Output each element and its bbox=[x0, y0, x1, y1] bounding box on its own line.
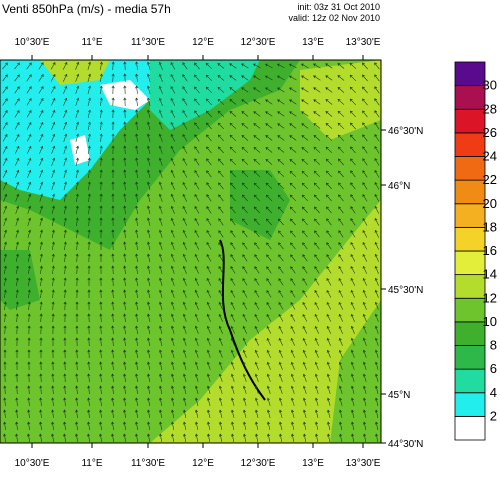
colorbar-swatch bbox=[454, 203, 486, 228]
colorbar-label: 26 bbox=[483, 125, 497, 140]
colorbar-label: 30 bbox=[483, 78, 497, 93]
colorbar-swatch bbox=[454, 85, 486, 110]
map-fields bbox=[0, 60, 381, 443]
colorbar-swatch bbox=[454, 321, 486, 346]
lon-label-top: 13°30'E bbox=[346, 37, 381, 48]
init-time: init: 03z 31 Oct 2010 bbox=[297, 2, 380, 12]
colorbar-swatch bbox=[454, 250, 486, 276]
colorbar-swatch bbox=[454, 61, 486, 87]
wind-arrows bbox=[2, 61, 380, 442]
lon-label-bottom: 10°30'E bbox=[15, 458, 50, 469]
lon-label-top: 13°E bbox=[302, 37, 324, 48]
lon-label-top: 11°E bbox=[81, 37, 102, 48]
lon-label-top: 11°30'E bbox=[131, 37, 165, 48]
colorbar-label: 8 bbox=[490, 338, 497, 353]
lon-label-bottom: 13°E bbox=[302, 458, 324, 469]
colorbar-swatch bbox=[454, 392, 486, 417]
lon-label-top: 12°E bbox=[192, 37, 214, 48]
lat-label: 46°30'N bbox=[388, 126, 423, 137]
colorbar-swatch bbox=[454, 297, 486, 323]
lon-label-top: 12°30'E bbox=[241, 37, 276, 48]
colorbar-label: 4 bbox=[490, 385, 497, 400]
colorbar-label: 22 bbox=[483, 172, 497, 187]
colorbar-label: 24 bbox=[483, 149, 497, 164]
colorbar-swatch bbox=[454, 345, 486, 370]
colorbar-label: 18 bbox=[483, 219, 497, 234]
colorbar-label: 20 bbox=[483, 196, 497, 211]
colorbar-swatch bbox=[454, 274, 486, 299]
colorbar-swatch bbox=[454, 108, 486, 134]
lon-label-top: 10°30'E bbox=[15, 37, 50, 48]
colorbar-label: 14 bbox=[483, 267, 497, 282]
lon-label-bottom: 12°E bbox=[192, 458, 214, 469]
lon-label-bottom: 11°E bbox=[81, 458, 102, 469]
colorbar-label: 6 bbox=[490, 361, 497, 376]
colorbar-label: 16 bbox=[483, 243, 497, 258]
colorbar-swatch bbox=[454, 132, 486, 157]
colorbar-label: 12 bbox=[483, 290, 497, 305]
colorbar-label: 28 bbox=[483, 101, 497, 116]
colorbar-label: 10 bbox=[483, 314, 497, 329]
lat-label: 46°N bbox=[388, 181, 410, 192]
colorbar-label: 2 bbox=[490, 408, 497, 423]
colorbar-swatch bbox=[454, 368, 486, 394]
colorbar-swatch bbox=[454, 179, 486, 205]
colorbar-swatch bbox=[454, 415, 486, 441]
colorbar-swatch bbox=[454, 156, 486, 181]
lon-label-bottom: 12°30'E bbox=[241, 458, 276, 469]
lat-label: 45°30'N bbox=[388, 285, 423, 296]
lat-label: 45°N bbox=[388, 390, 410, 401]
colorbar-swatch bbox=[454, 226, 486, 252]
map-frame bbox=[0, 59, 382, 444]
title: Venti 850hPa (m/s) - media 57h bbox=[2, 2, 171, 16]
lon-label-bottom: 13°30'E bbox=[346, 458, 381, 469]
lat-label: 44°30'N bbox=[388, 439, 423, 450]
lon-label-bottom: 11°30'E bbox=[131, 458, 165, 469]
valid-time: valid: 12z 02 Nov 2010 bbox=[288, 13, 380, 23]
